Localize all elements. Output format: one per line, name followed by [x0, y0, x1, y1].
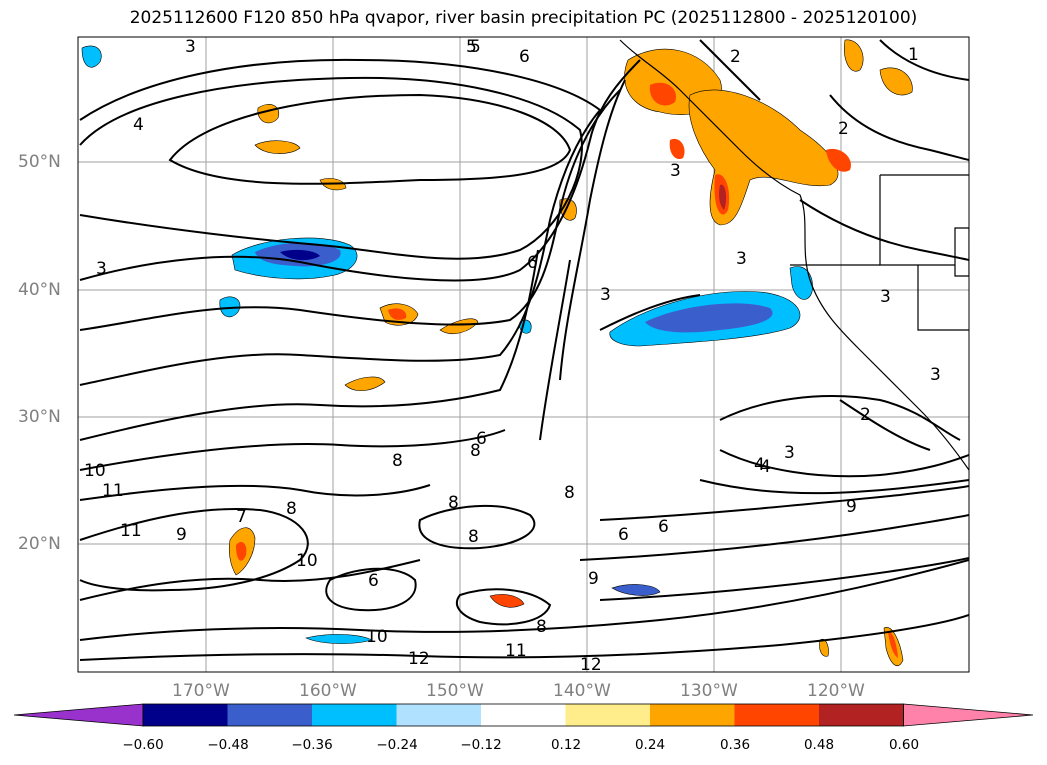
contour-label: 10	[366, 627, 388, 647]
colorbar-extend-min	[13, 703, 144, 727]
lon-label-120w: 120°W	[807, 681, 865, 701]
map-frame	[77, 36, 970, 673]
contour-label: 12	[580, 655, 602, 675]
colorbar-swatch	[143, 704, 228, 726]
contour-label: 6	[476, 429, 487, 449]
contour-label: 6	[519, 47, 530, 67]
contour-label: 2	[838, 119, 849, 139]
contour-label: 7	[236, 507, 247, 527]
contour-label: 3	[784, 443, 795, 463]
colorbar-swatch	[227, 704, 313, 726]
colorbar-swatch	[565, 704, 651, 726]
contour-label: 3	[930, 365, 941, 385]
contour-label: 6	[618, 525, 629, 545]
contour-label: 8	[468, 527, 479, 547]
contour-label: 10	[84, 461, 106, 481]
lat-label-40n: 40°N	[18, 280, 61, 300]
contour-label: 11	[102, 481, 124, 501]
contour-label: 3	[185, 37, 196, 57]
contour-label: 4	[754, 455, 765, 475]
lon-label-150w: 150°W	[426, 681, 484, 701]
contour-label: 8	[536, 617, 547, 637]
contour-label: 3	[670, 161, 681, 181]
lon-label-140w: 140°W	[553, 681, 611, 701]
qvapor-contours	[79, 39, 969, 661]
contour-label: 3	[736, 249, 747, 269]
contour-label: 9	[846, 497, 857, 517]
colorbar-tick-label: 0.36	[719, 737, 751, 753]
contour-label: 3	[96, 259, 107, 279]
contour-label: 5	[470, 37, 481, 57]
contour-label: 6	[527, 253, 538, 273]
colorbar	[13, 703, 1034, 727]
lon-label-130w: 130°W	[680, 681, 738, 701]
colorbar-tick-label: −0.48	[207, 737, 249, 753]
contour-label: 3	[600, 285, 611, 305]
colorbar-tick-label: 0.60	[888, 737, 920, 753]
colorbar-swatch	[312, 704, 397, 726]
lon-label-160w: 160°W	[299, 681, 357, 701]
contour-label: 8	[392, 451, 403, 471]
negative-anomaly-regions	[81, 45, 813, 644]
contour-line	[168, 93, 572, 185]
colorbar-outline	[142, 703, 904, 727]
colorbar-swatch	[734, 704, 820, 726]
contour-label: 9	[588, 569, 599, 589]
contour-label: 8	[448, 493, 459, 513]
contour-label: 11	[505, 641, 527, 661]
contour-label: 3	[880, 287, 891, 307]
contour-label: 6	[368, 571, 379, 591]
contour-label: 8	[286, 499, 297, 519]
colorbar-extend-max	[903, 703, 1034, 727]
colorbar-tick-label: −0.60	[122, 737, 164, 753]
colorbar-swatch	[396, 704, 482, 726]
contour-label: 2	[730, 47, 741, 67]
contour-label: 8	[470, 441, 481, 461]
colorbar-swatch	[819, 704, 904, 726]
colorbar-tick-label: −0.36	[291, 737, 333, 753]
contour-label: 12	[408, 649, 430, 669]
contour-label: 11	[120, 521, 142, 541]
contour-label: 4	[133, 115, 144, 135]
colorbar-swatch	[650, 704, 735, 726]
lat-label-20n: 20°N	[18, 534, 61, 554]
lon-label-170w: 170°W	[172, 681, 230, 701]
contour-label: 4	[760, 457, 771, 477]
colorbar-tick-label: 0.48	[803, 737, 835, 753]
positive-anomaly-regions	[228, 39, 913, 666]
map-title: 2025112600 F120 850 hPa qvapor, river ba…	[129, 8, 918, 28]
contour-label: 8	[564, 483, 575, 503]
colorbar-tick-label: −0.24	[376, 737, 418, 753]
coastline	[619, 39, 969, 471]
colorbar-tick-label: 0.12	[550, 737, 582, 753]
colorbar-tick-label: −0.12	[460, 737, 502, 753]
contour-label: 6	[658, 517, 669, 537]
contour-label: 9	[176, 525, 187, 545]
map-background	[78, 37, 969, 672]
contour-label: 2	[860, 405, 871, 425]
contour-label: 1	[908, 45, 919, 65]
colorbar-tick-label: 0.24	[634, 737, 666, 753]
lat-label-50n: 50°N	[18, 152, 61, 172]
lat-label-30n: 30°N	[18, 407, 61, 427]
contour-label: 5	[466, 37, 477, 57]
colorbar-swatch	[481, 704, 566, 726]
contour-label: 10	[296, 551, 318, 571]
